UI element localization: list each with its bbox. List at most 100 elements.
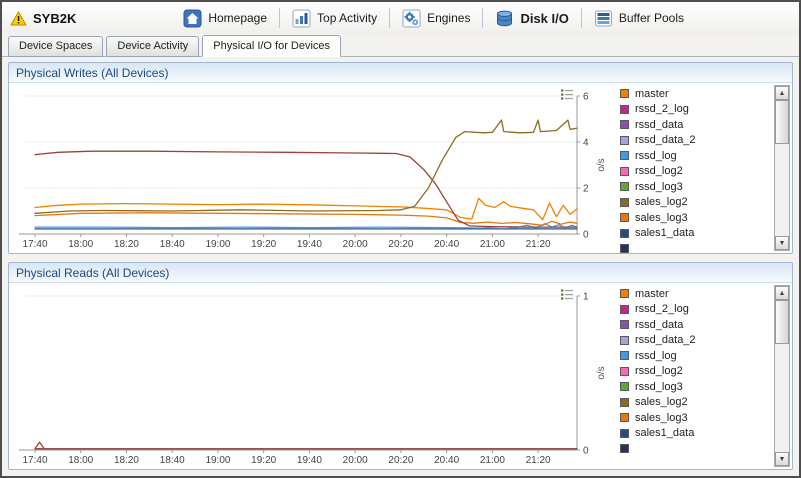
legend-swatch	[620, 197, 629, 207]
legend-item[interactable]: sales1_data	[620, 226, 770, 242]
legend-swatch	[620, 444, 629, 454]
nav-item-buffer-pools[interactable]: Buffer Pools	[584, 7, 694, 30]
legend-item[interactable]: rssd_log	[620, 148, 770, 164]
legend-swatch	[620, 320, 629, 330]
legend-item[interactable]: rssd_log2	[620, 364, 770, 380]
scroll-down-button[interactable]: ▼	[775, 236, 789, 250]
panel-title: Physical Writes (All Devices)	[16, 65, 169, 80]
legend-item[interactable]: rssd_log3	[620, 179, 770, 195]
legend-swatch	[620, 413, 629, 423]
legend-list: master rssd_2_log rssd_data rssd_data_2 rssd…	[620, 286, 770, 469]
legend-item[interactable]	[620, 241, 770, 253]
legend-label: rssd_log3	[635, 380, 683, 393]
nav-separator	[580, 8, 582, 28]
chart-options-icon[interactable]	[560, 88, 574, 101]
scroll-up-button[interactable]: ▲	[775, 86, 789, 100]
legend-item[interactable]: rssd_log2	[620, 164, 770, 180]
svg-text:20:40: 20:40	[434, 455, 459, 466]
legend-item[interactable]: rssd_data_2	[620, 133, 770, 149]
nav-label: Top Activity	[317, 11, 378, 25]
nav-item-top-activity[interactable]: Top Activity	[282, 7, 387, 30]
legend-label: rssd_2_log	[635, 103, 689, 116]
scroll-thumb[interactable]	[775, 100, 789, 144]
legend-label: sales1_data	[635, 227, 695, 240]
panel-physical-writes: Physical Writes (All Devices) 17:40 18:00…	[8, 62, 793, 254]
nav-item-disk-io[interactable]: Disk I/O	[485, 7, 578, 30]
svg-text:0: 0	[583, 446, 589, 457]
nav-item-engines[interactable]: Engines	[392, 7, 480, 30]
nav-separator	[389, 8, 391, 28]
legend-label: rssd_log	[635, 149, 677, 162]
svg-text:20:00: 20:00	[343, 455, 368, 466]
warning-icon	[10, 10, 27, 25]
scroll-up-button[interactable]: ▲	[775, 286, 789, 300]
nav-item-homepage[interactable]: Homepage	[173, 7, 277, 30]
legend-item[interactable]: rssd_log	[620, 348, 770, 364]
scroll-down-button[interactable]: ▼	[775, 452, 789, 466]
scroll-thumb[interactable]	[775, 300, 789, 344]
legend-scrollbar[interactable]: ▲ ▼	[774, 85, 790, 251]
svg-text:18:20: 18:20	[114, 239, 139, 250]
nav-label: Buffer Pools	[618, 11, 685, 25]
svg-text:21:20: 21:20	[526, 455, 551, 466]
svg-text:18:40: 18:40	[160, 455, 185, 466]
tab-physical-io-for-devices[interactable]: Physical I/O for Devices	[202, 35, 342, 57]
legend-item[interactable]: sales_log3	[620, 210, 770, 226]
panel-header: Physical Writes (All Devices)	[9, 63, 792, 83]
legend-item[interactable]	[620, 441, 770, 457]
legend-label: rssd_data	[635, 118, 684, 131]
legend-item[interactable]: rssd_2_log	[620, 102, 770, 118]
main-nav: Homepage Top Activity	[76, 7, 791, 30]
legend-item[interactable]: sales_log2	[620, 395, 770, 411]
svg-text:21:00: 21:00	[480, 239, 505, 250]
buffer-pools-icon	[594, 10, 612, 26]
legend-item[interactable]: sales_log3	[620, 410, 770, 426]
panel-header: Physical Reads (All Devices)	[9, 263, 792, 283]
svg-text:19:00: 19:00	[205, 455, 230, 466]
svg-text:20:40: 20:40	[434, 239, 459, 250]
legend-item[interactable]: rssd_data	[620, 117, 770, 133]
legend-item[interactable]: sales1_data	[620, 426, 770, 442]
legend-item[interactable]: rssd_data_2	[620, 333, 770, 349]
svg-text:18:20: 18:20	[114, 455, 139, 466]
legend-item[interactable]: rssd_log3	[620, 379, 770, 395]
legend-label: master	[635, 287, 669, 300]
svg-text:0: 0	[583, 230, 589, 241]
legend-label: rssd_data_2	[635, 134, 696, 147]
svg-text:17:40: 17:40	[22, 239, 47, 250]
legend-item[interactable]: master	[620, 286, 770, 302]
svg-text:4: 4	[583, 138, 589, 149]
legend-swatch	[620, 166, 629, 176]
legend-swatch	[620, 228, 629, 238]
legend-item[interactable]: rssd_data	[620, 317, 770, 333]
legend-swatch	[620, 182, 629, 192]
legend-item[interactable]: sales_log2	[620, 195, 770, 211]
legend-scrollbar[interactable]: ▲ ▼	[774, 285, 790, 467]
svg-text:1: 1	[583, 292, 589, 303]
tab-device-activity[interactable]: Device Activity	[106, 36, 200, 57]
svg-text:20:00: 20:00	[343, 239, 368, 250]
toolbar: SYB2K Homepage Top Activity	[2, 2, 799, 34]
legend-label: master	[635, 87, 669, 100]
svg-text:18:40: 18:40	[160, 239, 185, 250]
legend-swatch	[620, 304, 629, 314]
legend-label: sales1_data	[635, 427, 695, 440]
top-activity-icon	[292, 9, 311, 27]
svg-text:19:40: 19:40	[297, 455, 322, 466]
legend-item[interactable]: rssd_2_log	[620, 302, 770, 318]
legend-label: rssd_data	[635, 318, 684, 331]
legend-item[interactable]: master	[620, 86, 770, 102]
connection-name: SYB2K	[33, 10, 77, 26]
tab-device-spaces[interactable]: Device Spaces	[8, 36, 104, 57]
legend-swatch	[620, 335, 629, 345]
svg-text:19:40: 19:40	[297, 239, 322, 250]
svg-text:19:20: 19:20	[251, 455, 276, 466]
nav-label: Homepage	[208, 11, 268, 25]
chart-options-icon[interactable]	[560, 288, 574, 301]
legend-label: sales_log3	[635, 411, 688, 424]
svg-text:21:00: 21:00	[480, 455, 505, 466]
svg-text:20:20: 20:20	[388, 455, 413, 466]
nav-separator	[279, 8, 281, 28]
